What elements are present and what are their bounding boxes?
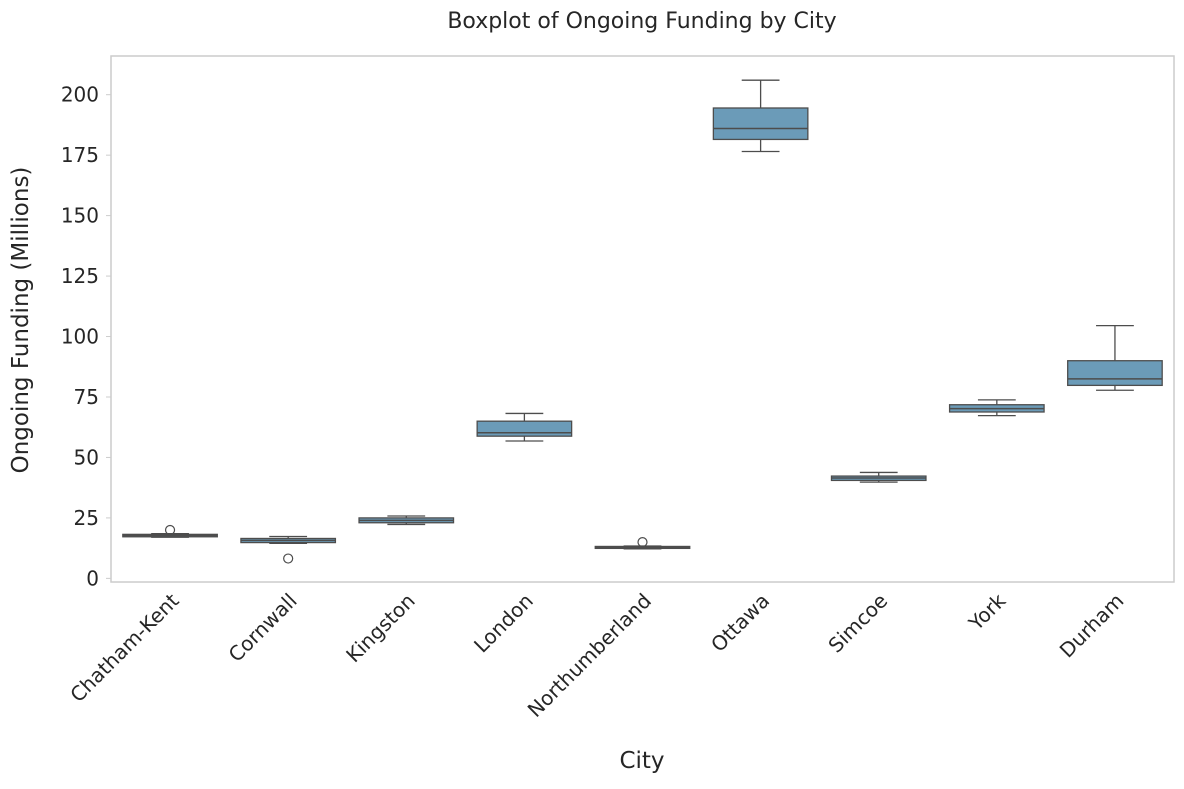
y-tick-label: 175 (61, 143, 99, 167)
y-tick-label: 125 (61, 264, 99, 288)
box-northumberland (594, 536, 691, 550)
x-tick-label: Durham (1055, 589, 1129, 663)
y-tick-group: 0 25 50 75 100 125 150 175 200 (61, 83, 111, 590)
box-chatham-kent (122, 524, 218, 538)
y-tick-label: 75 (74, 385, 99, 409)
y-tick-label: 50 (74, 445, 99, 469)
y-tick-label: 150 (61, 204, 99, 228)
plot-frame (110, 55, 1175, 583)
chart-title: Boxplot of Ongoing Funding by City (447, 9, 836, 34)
y-tick-label: 100 (61, 325, 99, 349)
y-tick-label: 0 (86, 566, 99, 590)
x-tick-label: Chatham-Kent (65, 588, 183, 706)
x-tick-label: Ottawa (706, 589, 774, 657)
x-axis-label: City (619, 748, 664, 774)
x-tick-label: York (963, 588, 1010, 635)
box-cornwall (240, 535, 337, 564)
box-london (476, 412, 573, 442)
x-tick-group: Chatham-Kent Cornwall Kingston LondonNorthu… (65, 588, 1128, 722)
y-axis-label: Ongoing Funding (Millions) (8, 167, 34, 474)
y-tick-label: 25 (74, 506, 99, 530)
x-tick-label: Northumberland (523, 589, 656, 722)
box-simcoe (830, 471, 927, 483)
box-kingston (358, 515, 455, 526)
iqr-box (712, 107, 809, 141)
box-york (948, 399, 1045, 417)
outlier-point (283, 553, 294, 564)
x-tick-label: Cornwall (224, 589, 302, 667)
outlier-point (164, 524, 176, 536)
box-ottawa (712, 79, 809, 153)
iqr-box (1067, 360, 1163, 387)
y-tick-label: 200 (61, 83, 99, 107)
x-tick-label: Kingston (341, 589, 420, 668)
box-durham (1067, 325, 1163, 391)
iqr-box (476, 420, 573, 437)
box-group (122, 79, 1163, 564)
outlier-point (637, 536, 648, 548)
x-tick-label: London (469, 589, 538, 658)
x-tick-label: Simcoe (823, 589, 892, 658)
